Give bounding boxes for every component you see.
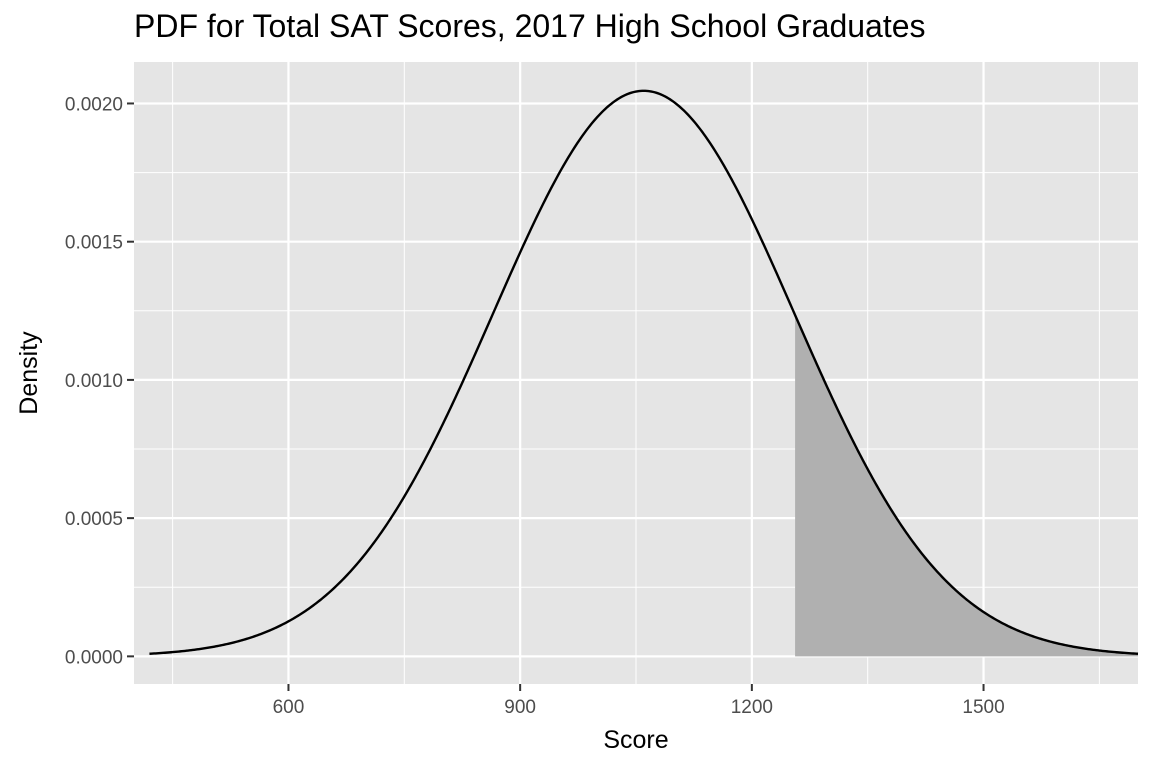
- x-tick-label: 600: [273, 697, 305, 718]
- y-axis-title: Density: [15, 331, 43, 415]
- x-axis: 600 900 1200 1500: [273, 684, 1005, 718]
- x-tick-label: 1200: [731, 697, 773, 718]
- y-tick-label: 0.0015: [65, 233, 123, 254]
- y-tick-label: 0.0020: [65, 94, 123, 115]
- x-tick-label: 1500: [962, 697, 1004, 718]
- y-tick-label: 0.0000: [65, 647, 123, 668]
- major-grid: [134, 62, 1138, 684]
- shaded-tail-area: [795, 315, 1138, 657]
- x-tick-label: 900: [504, 697, 536, 718]
- x-axis-title: Score: [603, 726, 668, 754]
- y-tick-label: 0.0005: [65, 509, 123, 530]
- density-curve: [149, 89, 1139, 655]
- chart-title: PDF for Total SAT Scores, 2017 High Scho…: [134, 8, 926, 44]
- y-tick-label: 0.0010: [65, 371, 123, 392]
- y-axis: 0.0000 0.0005 0.0010 0.0015 0.0020: [65, 94, 134, 668]
